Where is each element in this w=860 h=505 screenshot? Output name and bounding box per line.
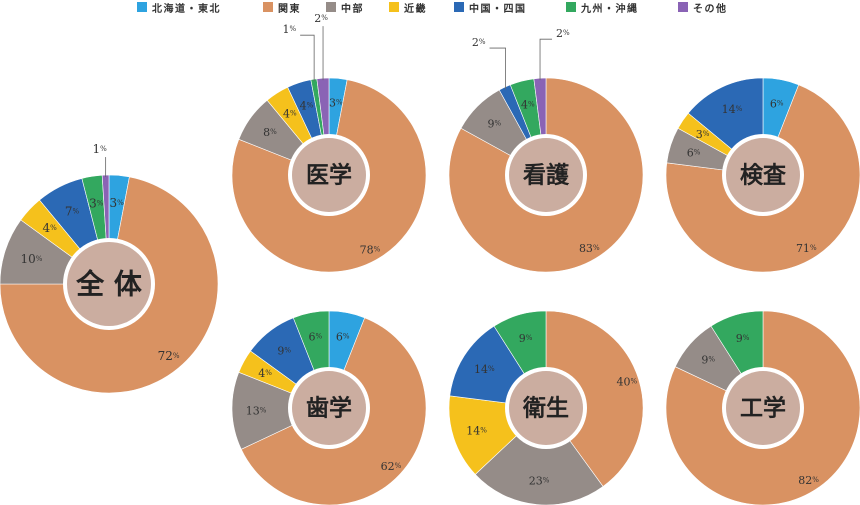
legend-label: その他 [693, 3, 728, 15]
data-label: 8% [263, 126, 277, 139]
donut-chart: 3% 72% 10% 4% 7% 3% 1% 全 体 [0, 142, 219, 394]
data-label: 2% [314, 12, 328, 25]
donut-chart: 3% 78% 8% 4%4% 1% 2% 医学 [231, 12, 427, 273]
chart-title: 衛生 [522, 395, 569, 422]
chart-title: 検査 [740, 162, 786, 189]
data-label: 4% [42, 221, 57, 235]
chart-title: 医学 [306, 162, 352, 189]
center-disc [509, 371, 583, 445]
data-label: 23% [529, 474, 550, 487]
data-label: 78% [360, 243, 381, 256]
data-label: 6% [308, 330, 322, 343]
center-disc [292, 138, 366, 212]
legend-swatch [454, 2, 464, 12]
chart-title: 工学 [740, 395, 786, 422]
data-label: 82% [798, 473, 819, 486]
center-disc [67, 242, 151, 326]
data-label: 4% [258, 366, 272, 379]
data-label: 14% [466, 424, 487, 437]
data-label: 6% [336, 330, 350, 343]
chart-title: 歯学 [306, 395, 352, 422]
legend-item: 九州・沖縄 [566, 0, 639, 15]
data-label: 6% [687, 146, 701, 159]
data-label: 1% [92, 142, 107, 156]
data-label: 83% [579, 242, 600, 255]
data-label: 9% [701, 353, 715, 366]
legend-item: 中部 [326, 0, 364, 15]
data-label: 71% [796, 242, 817, 255]
leader-line [489, 47, 506, 90]
data-label: 1% [282, 23, 296, 36]
data-label: 3% [329, 96, 343, 109]
center-disc [726, 371, 800, 445]
data-label: 14% [722, 102, 743, 115]
data-label: 6% [770, 97, 784, 110]
data-label: 2% [556, 27, 570, 40]
center-disc [509, 138, 583, 212]
data-label: 4% [300, 99, 314, 112]
data-label: 9% [488, 117, 502, 130]
legend-item: 近畿 [389, 0, 427, 15]
donut-chart: 6% 71% 6% 3% 14% 検査 [665, 77, 860, 273]
data-label: 14% [474, 362, 495, 375]
legend-item: 北海道・東北 [137, 0, 221, 15]
donut-chart: 6% 62% 13% 4% 9% 6% 歯学 [231, 310, 427, 505]
legend-swatch [389, 2, 399, 12]
data-label: 9% [519, 331, 533, 344]
data-label: 40% [617, 375, 638, 388]
data-label: 9% [736, 331, 750, 344]
legend-item: その他 [678, 0, 728, 15]
leader-line [539, 38, 553, 81]
legend-label: 近畿 [404, 3, 427, 15]
pie-slice [231, 371, 330, 450]
data-label: 4% [521, 98, 535, 111]
chart-title: 看護 [523, 162, 570, 189]
pie-slice [545, 310, 644, 487]
legend: 北海道・東北 関東 中部 近畿 中国・四国 九州・沖縄 その他 [0, 0, 860, 16]
data-label: 13% [246, 404, 267, 417]
legend-swatch [137, 2, 147, 12]
data-label: 4% [283, 107, 297, 120]
legend-item: 関東 [263, 0, 301, 15]
data-label: 62% [381, 460, 402, 473]
legend-item: 中国・四国 [454, 0, 527, 15]
data-label: 10% [21, 252, 43, 266]
legend-label: 関東 [278, 3, 301, 15]
leader-line [300, 34, 315, 82]
legend-label: 北海道・東北 [152, 3, 221, 15]
donut-chart: 83% 9% 2% 4% 2% 看護 [448, 27, 644, 273]
legend-label: 中部 [341, 3, 364, 15]
data-label: 3% [696, 127, 710, 140]
data-label: 9% [277, 344, 291, 357]
donut-chart: 82% 9% 9% 工学 [665, 310, 860, 505]
legend-swatch [263, 2, 273, 12]
legend-swatch [326, 2, 336, 12]
legend-label: 中国・四国 [469, 3, 527, 15]
data-label: 72% [158, 349, 180, 363]
center-disc [292, 371, 366, 445]
data-label: 7% [65, 204, 80, 218]
center-disc [726, 138, 800, 212]
legend-swatch [566, 2, 576, 12]
legend-label: 九州・沖縄 [581, 3, 639, 15]
data-label: 2% [472, 36, 486, 49]
data-label: 3% [110, 196, 125, 210]
pie-slice [448, 77, 644, 273]
legend-swatch [678, 2, 688, 12]
data-label: 3% [89, 197, 104, 211]
donut-chart: 40% 23% 14% 14% 9% 衛生 [448, 310, 644, 505]
chart-title: 全 体 [75, 268, 143, 301]
